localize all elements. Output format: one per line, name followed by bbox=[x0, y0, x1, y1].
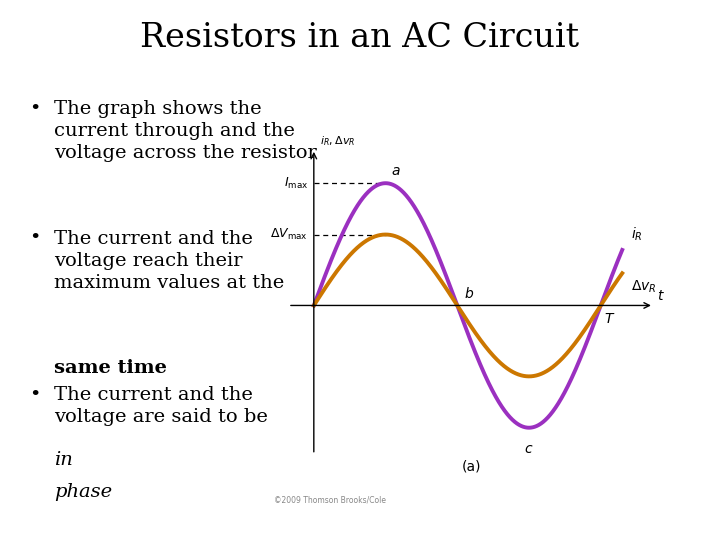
Text: •: • bbox=[29, 230, 40, 247]
Text: $I_{\mathrm{max}}$: $I_{\mathrm{max}}$ bbox=[284, 176, 308, 191]
Text: The current and the
voltage are said to be: The current and the voltage are said to … bbox=[54, 386, 274, 426]
Text: $i_R, \Delta v_R$: $i_R, \Delta v_R$ bbox=[320, 134, 355, 148]
Text: •: • bbox=[29, 386, 40, 404]
Text: •: • bbox=[29, 100, 40, 118]
Text: The graph shows the
current through and the
voltage across the resistor: The graph shows the current through and … bbox=[54, 100, 317, 163]
Text: same time: same time bbox=[54, 359, 167, 377]
Text: $\Delta V_{\mathrm{max}}$: $\Delta V_{\mathrm{max}}$ bbox=[270, 227, 308, 242]
Text: $t$: $t$ bbox=[657, 289, 665, 303]
Text: in: in bbox=[54, 451, 73, 469]
Text: $T$: $T$ bbox=[603, 312, 615, 326]
Text: $c$: $c$ bbox=[524, 442, 534, 456]
Text: Resistors in an AC Circuit: Resistors in an AC Circuit bbox=[140, 22, 580, 53]
Text: $\Delta v_R$: $\Delta v_R$ bbox=[631, 278, 657, 294]
Text: $b$: $b$ bbox=[464, 286, 474, 301]
Text: phase: phase bbox=[54, 483, 112, 501]
Text: (a): (a) bbox=[462, 460, 482, 474]
Text: $a$: $a$ bbox=[391, 164, 401, 178]
Text: ©2009 Thomson Brooks/Cole: ©2009 Thomson Brooks/Cole bbox=[274, 495, 386, 504]
Text: $i_R$: $i_R$ bbox=[631, 225, 642, 242]
Text: The current and the
voltage reach their
maximum values at the: The current and the voltage reach their … bbox=[54, 230, 284, 314]
